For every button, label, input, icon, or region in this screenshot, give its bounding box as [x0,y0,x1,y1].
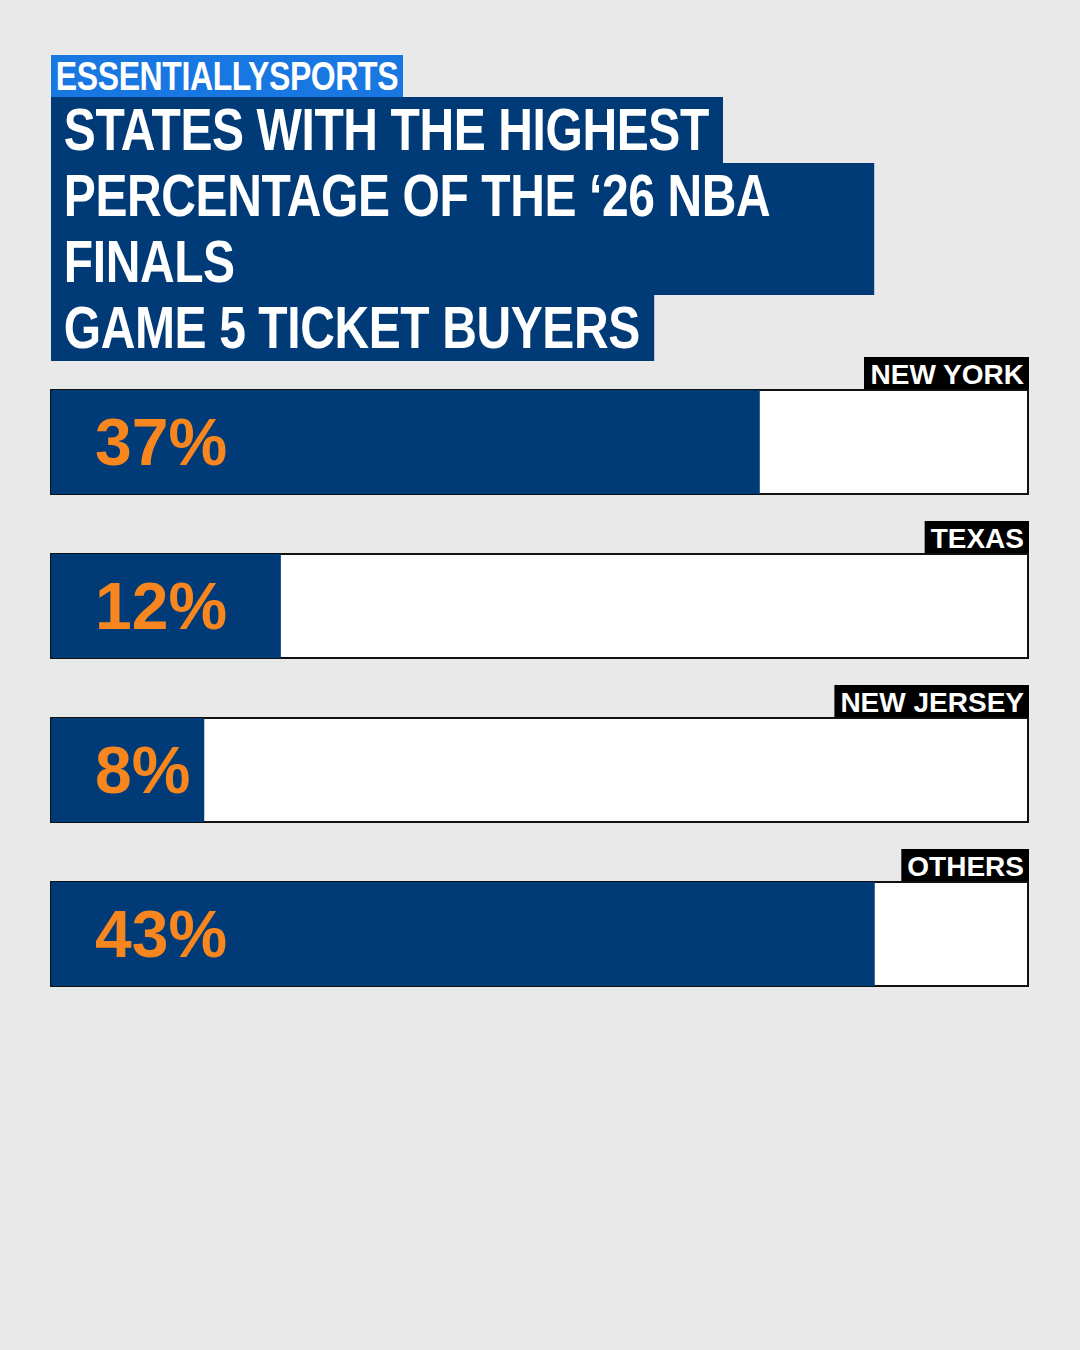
svg-text:12%: 12% [95,569,227,643]
svg-text:8%: 8% [95,733,190,807]
html-text:PERCENTAGE OF THE ‘26 NBA FINA: PERCENTAGE OF THE ‘26 NBA FINALS [63,162,771,295]
svg-text:NEW JERSEY: NEW JERSEY [840,687,1024,718]
svg-text:37%: 37% [95,405,227,479]
html-text:GAME 5 TICKET BUYERS: GAME 5 TICKET BUYERS [63,294,640,361]
svg-text:TEXAS: TEXAS [931,523,1024,554]
svg-text:OTHERS: OTHERS [907,851,1024,882]
html-text:ESSENTIALLYSPORTS: ESSENTIALLYSPORTS [55,54,399,98]
svg-text:NEW YORK: NEW YORK [871,359,1025,390]
html-text:STATES WITH THE HIGHEST: STATES WITH THE HIGHEST [63,96,709,163]
svg-text:43%: 43% [95,897,227,971]
